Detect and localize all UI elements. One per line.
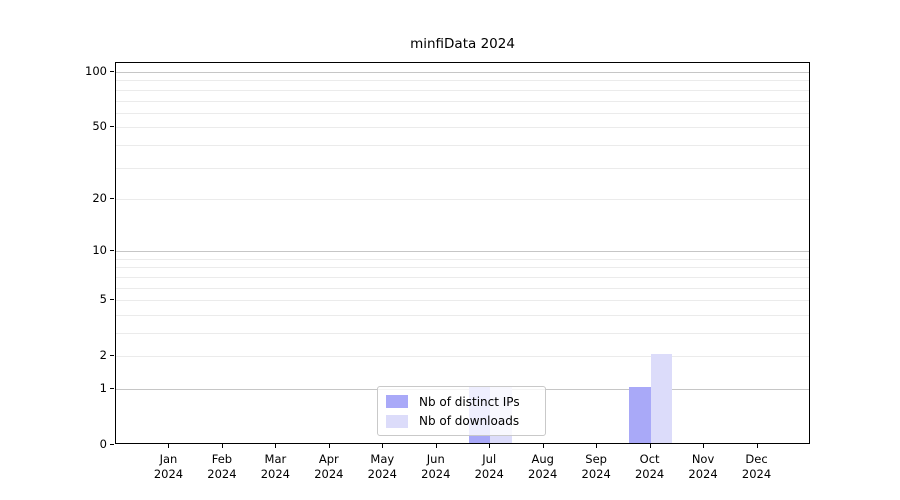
- x-tick-mark: [649, 444, 651, 448]
- plot-area: [115, 62, 810, 444]
- legend-label-downloads: Nb of downloads: [419, 414, 520, 429]
- y-tick-mark: [110, 299, 114, 301]
- major-gridline: [116, 251, 809, 253]
- x-tick-label: Jun 2024: [421, 452, 451, 481]
- y-tick-mark: [110, 197, 114, 199]
- legend-label-distinct-ips: Nb of distinct IPs: [419, 394, 520, 409]
- minor-gridline: [116, 300, 809, 302]
- y-tick-label: 1: [99, 380, 107, 395]
- y-tick-label: 10: [92, 243, 107, 258]
- minor-gridline: [116, 80, 809, 82]
- y-tick-label: 20: [92, 190, 107, 205]
- y-tick-mark: [110, 71, 114, 73]
- y-tick-mark: [110, 355, 114, 357]
- x-tick-label: Aug 2024: [528, 452, 558, 481]
- minor-gridline: [116, 127, 809, 129]
- x-tick-label: Sep 2024: [581, 452, 611, 481]
- minor-gridline: [116, 167, 809, 169]
- x-tick-mark: [328, 444, 330, 448]
- minor-gridline: [116, 100, 809, 102]
- y-tick-mark: [110, 126, 114, 128]
- x-tick-mark: [703, 444, 705, 448]
- minor-gridline: [116, 314, 809, 316]
- x-tick-label: Feb 2024: [207, 452, 237, 481]
- legend-item-distinct-ips: Nb of distinct IPs: [386, 392, 537, 411]
- minor-gridline: [116, 144, 809, 146]
- x-tick-mark: [489, 444, 491, 448]
- y-tick-mark: [110, 444, 114, 445]
- minor-gridline: [116, 89, 809, 91]
- y-tick-label: 50: [92, 119, 107, 134]
- x-tick-label: Apr 2024: [314, 452, 344, 481]
- x-tick-label: May 2024: [367, 452, 397, 481]
- x-tick-mark: [542, 444, 544, 448]
- minor-gridline: [116, 258, 809, 260]
- y-tick-label: 2: [99, 348, 107, 363]
- minor-gridline: [116, 198, 809, 200]
- x-tick-label: Jan 2024: [153, 452, 184, 481]
- legend-item-downloads: Nb of downloads: [386, 412, 537, 431]
- minor-gridline: [116, 267, 809, 269]
- minor-gridline: [116, 112, 809, 114]
- y-tick-mark: [110, 250, 114, 252]
- y-tick-label: 100: [85, 64, 107, 79]
- x-tick-mark: [221, 444, 223, 448]
- minor-gridline: [116, 356, 809, 358]
- major-gridline: [116, 72, 809, 74]
- y-tick-label: 5: [99, 292, 107, 307]
- bar-downloads: [650, 354, 672, 443]
- y-tick-mark: [110, 387, 114, 389]
- minor-gridline: [116, 276, 809, 278]
- x-tick-mark: [275, 444, 277, 448]
- x-tick-mark: [168, 444, 170, 448]
- x-tick-label: Jul 2024: [474, 452, 504, 481]
- legend-swatch-distinct-ips: [386, 395, 408, 409]
- x-tick-label: Nov 2024: [688, 452, 718, 481]
- legend: Nb of distinct IPs Nb of downloads: [377, 386, 546, 436]
- x-tick-mark: [382, 444, 384, 448]
- minor-gridline: [116, 332, 809, 334]
- x-tick-mark: [756, 444, 758, 448]
- x-tick-label: Mar 2024: [260, 452, 291, 481]
- gridlines-layer: [116, 63, 809, 443]
- x-tick-mark: [596, 444, 598, 448]
- x-tick-label: Oct 2024: [634, 452, 665, 481]
- y-tick-label: 0: [99, 437, 107, 451]
- bar-distinct-ips: [629, 387, 651, 443]
- x-tick-mark: [435, 444, 437, 448]
- minor-gridline: [116, 287, 809, 289]
- legend-swatch-downloads: [386, 414, 408, 428]
- x-tick-label: Dec 2024: [741, 452, 772, 481]
- chart-title: minfiData 2024: [410, 36, 515, 52]
